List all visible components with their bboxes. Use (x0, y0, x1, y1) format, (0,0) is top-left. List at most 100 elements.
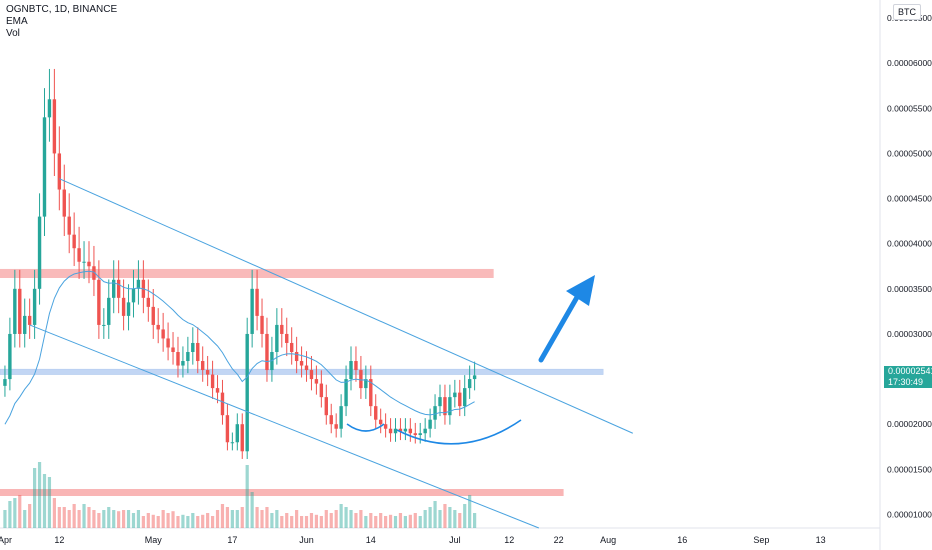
volume-bar (265, 507, 269, 528)
volume-bar (408, 514, 412, 528)
volume-bar (181, 514, 185, 528)
x-tick-label: 13 (816, 535, 826, 545)
candle-body (186, 352, 190, 362)
volume-bar (403, 516, 407, 528)
volume-bar (131, 513, 136, 528)
volume-bar (92, 510, 96, 528)
candle-body (354, 361, 358, 371)
volume-bar (151, 514, 155, 528)
candle-body (324, 397, 328, 416)
candle-body (8, 333, 12, 380)
candle-body (92, 266, 96, 280)
volume-bar (428, 507, 432, 528)
channel-upper-line (59, 178, 634, 434)
candle-body (378, 419, 383, 425)
volume-bar (186, 516, 190, 528)
candle-body (42, 117, 47, 217)
candle-body (339, 406, 343, 429)
volume-bar (72, 504, 76, 528)
chart-legend: OGNBTC, 1D, BINANCE EMA Vol (6, 4, 117, 40)
candle-body (319, 383, 324, 398)
candle-body (309, 370, 314, 380)
candle-body (3, 379, 7, 386)
candle-body (87, 261, 91, 267)
candle-body (374, 406, 378, 420)
candle-body (62, 189, 66, 217)
volume-bar (433, 501, 437, 528)
candle-body (97, 279, 101, 325)
volume-bar (334, 510, 338, 528)
candle-body (408, 428, 413, 434)
volume-bar (136, 510, 141, 528)
candle-body (112, 279, 116, 298)
volume-bar (290, 516, 294, 528)
volume-bar (117, 511, 121, 528)
candle-body (398, 428, 403, 432)
candle-body (37, 216, 42, 289)
candle-body (121, 297, 126, 316)
volume-bar (141, 516, 145, 528)
candle-body (47, 99, 52, 118)
volume-bar (156, 516, 160, 528)
x-tick-label: Jul (449, 535, 461, 545)
indicator-vol: Vol (6, 28, 20, 39)
volume-bar (37, 462, 42, 528)
y-tick-label: 0.00002000 (887, 419, 932, 429)
volume-bar (77, 510, 81, 528)
candle-body (418, 433, 422, 436)
candle-body (438, 397, 442, 407)
breakout-arrow-head (566, 275, 595, 306)
candle-body (428, 419, 432, 429)
volume-bar (260, 510, 264, 528)
x-tick-label: 22 (554, 535, 564, 545)
y-tick-label: 0.00001500 (887, 464, 932, 474)
currency-badge[interactable]: BTC (893, 4, 921, 20)
last-price: 0.00002541 (888, 366, 932, 376)
breakout-arrow-shaft (538, 289, 583, 363)
volume-bar (418, 516, 422, 528)
volume-bar (468, 495, 472, 528)
x-tick-label: 16 (677, 535, 687, 545)
symbol-line: OGNBTC, 1D, BINANCE (6, 4, 118, 15)
volume-bar (107, 507, 111, 528)
candle-body (151, 306, 155, 325)
candle-body (72, 234, 76, 249)
volume-bar (299, 516, 304, 528)
bar-countdown: 17:30:49 (888, 377, 924, 387)
volume-bar (3, 510, 7, 528)
volume-bar (438, 510, 442, 528)
volume-bar (206, 513, 210, 528)
candle-body (205, 370, 210, 375)
volume-bar (235, 510, 239, 528)
candle-body (393, 428, 398, 434)
candle-body (200, 361, 205, 371)
y-tick-label: 0.00005000 (887, 148, 932, 158)
volume-bar (314, 514, 319, 528)
volume-bar (112, 510, 116, 528)
volume-bar (33, 468, 37, 528)
volume-bar (319, 516, 323, 528)
volume-bar (423, 510, 427, 528)
volume-bar (398, 513, 403, 528)
candle-body (181, 361, 185, 366)
candle-body (433, 406, 437, 420)
x-tick-label: 12 (54, 535, 64, 545)
volume-bar (225, 507, 230, 528)
volume-bar (201, 514, 205, 528)
x-tick-label: 14 (366, 535, 376, 545)
volume-bar (388, 514, 393, 528)
volume-bar (8, 501, 12, 528)
volume-bar (87, 507, 91, 528)
volume-bar (364, 516, 368, 528)
volume-bar (28, 504, 32, 528)
candle-body (285, 333, 289, 343)
x-tick-label: Sep (753, 535, 769, 545)
volume-bar (196, 516, 200, 528)
volume-bar (161, 510, 165, 528)
candle-body (413, 433, 417, 436)
candle-body (215, 388, 220, 393)
x-tick-label: 17 (227, 535, 237, 545)
candle-body (27, 315, 32, 325)
volume-bar (52, 498, 56, 528)
